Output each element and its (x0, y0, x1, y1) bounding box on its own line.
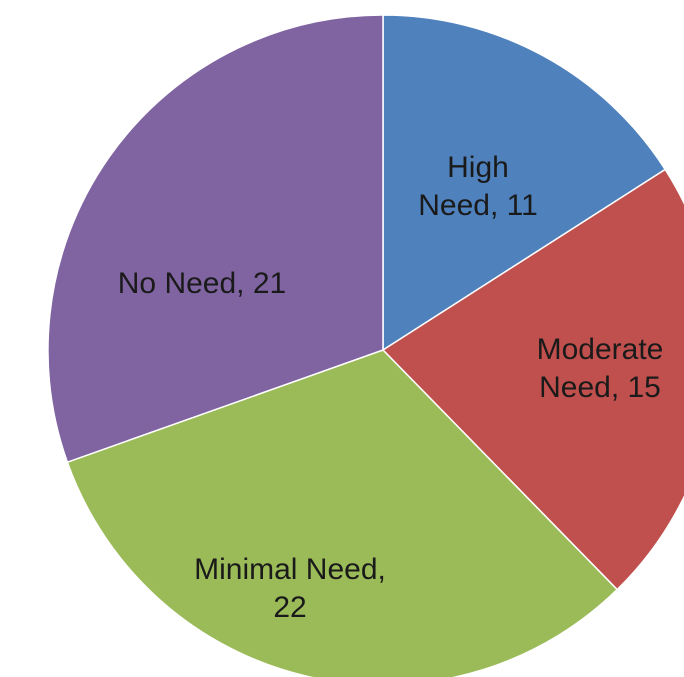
pie-slice-no-need (47, 14, 384, 464)
data-label-high-need: High Need, 11 (418, 151, 538, 222)
data-label-no-need: No Need, 21 (118, 267, 286, 300)
data-label-moderate-need: Moderate Need, 15 (537, 333, 664, 404)
pie-slice-minimal-need (66, 349, 619, 677)
pie-slice-high-need (382, 14, 667, 352)
pie-slices (47, 14, 684, 677)
pie-labels: High Need, 11 Moderate Need, 15 Minimal Need… (118, 151, 664, 624)
data-label-minimal-need: Minimal Need, 22 (194, 553, 386, 624)
pie-slice-moderate-need (381, 168, 684, 591)
